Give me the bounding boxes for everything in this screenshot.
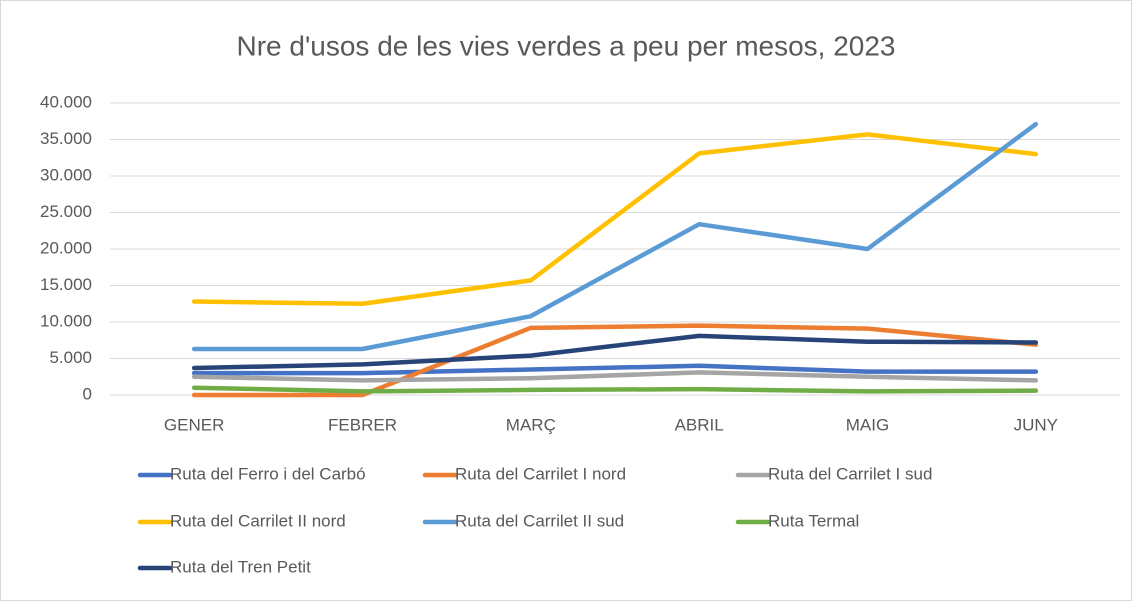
series-line <box>191 385 1039 394</box>
series-line <box>191 363 1039 376</box>
y-tick-label: 25.000 <box>40 202 92 221</box>
legend-label: Ruta del Carrilet I sud <box>768 464 932 483</box>
legend-label: Ruta del Carrilet I nord <box>455 464 626 483</box>
y-tick-label: 20.000 <box>40 238 92 257</box>
series-line <box>191 323 1039 398</box>
x-tick-label: GENER <box>164 415 224 434</box>
y-tick-label: 40.000 <box>40 92 92 111</box>
legend-label: Ruta del Carrilet II nord <box>170 511 346 530</box>
y-tick-label: 0 <box>83 384 92 403</box>
y-tick-label: 15.000 <box>40 275 92 294</box>
series-line <box>191 121 1039 352</box>
y-tick-label: 10.000 <box>40 311 92 330</box>
x-tick-label: MARÇ <box>506 415 556 434</box>
y-tick-label: 35.000 <box>40 129 92 148</box>
chart-title: Nre d'usos de les vies verdes a peu per … <box>236 30 895 61</box>
x-tick-label: MAIG <box>846 415 889 434</box>
legend-label: Ruta del Carrilet II sud <box>455 511 624 530</box>
legend-label: Ruta del Tren Petit <box>170 557 311 576</box>
x-tick-label: JUNY <box>1014 415 1058 434</box>
series-line <box>191 132 1039 306</box>
series-line <box>191 370 1039 383</box>
y-tick-label: 30.000 <box>40 165 92 184</box>
legend-label: Ruta Termal <box>768 511 859 530</box>
x-tick-label: FEBRER <box>328 415 397 434</box>
x-tick-label: ABRIL <box>675 415 724 434</box>
legend-label: Ruta del Ferro i del Carbó <box>170 464 366 483</box>
series-line <box>191 333 1039 371</box>
y-tick-label: 5.000 <box>49 348 92 367</box>
